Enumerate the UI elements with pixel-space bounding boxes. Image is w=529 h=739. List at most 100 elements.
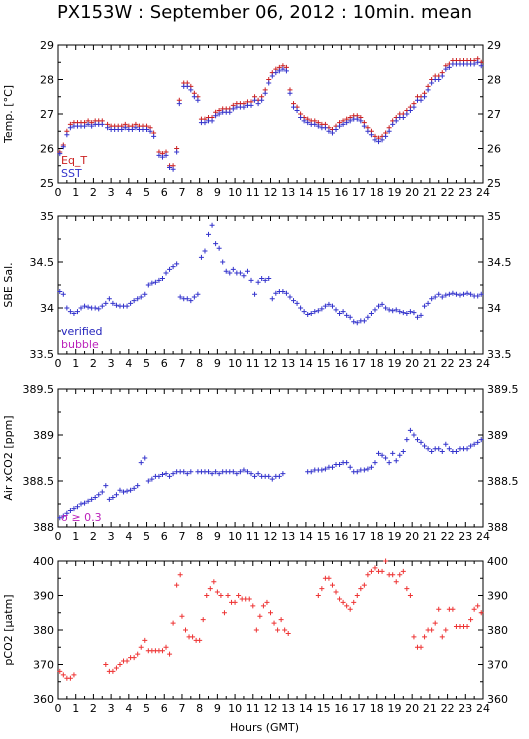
data-point xyxy=(312,309,318,315)
y-tick-label: 26 xyxy=(40,143,54,156)
data-point xyxy=(163,644,169,650)
data-point xyxy=(322,125,328,131)
x-tick-label: 8 xyxy=(196,702,203,715)
x-tick-label: 20 xyxy=(405,186,419,199)
x-tick-label: 7 xyxy=(178,530,185,543)
data-point xyxy=(308,469,314,475)
x-tick-label: 6 xyxy=(161,357,168,370)
y-tick-label: 34.5 xyxy=(30,256,55,269)
data-point xyxy=(85,121,91,127)
data-point xyxy=(368,311,374,317)
data-point xyxy=(213,241,219,247)
data-point xyxy=(275,627,281,633)
data-point xyxy=(326,128,332,134)
x-tick-label: 4 xyxy=(125,702,132,715)
data-point xyxy=(99,489,105,495)
series-sst xyxy=(57,59,484,172)
data-point xyxy=(248,471,254,477)
data-point xyxy=(418,439,424,445)
data-point xyxy=(64,305,70,311)
data-point xyxy=(156,473,162,479)
x-tick-label: 20 xyxy=(405,702,419,715)
x-tick-label: 6 xyxy=(161,186,168,199)
data-point xyxy=(344,603,350,609)
data-point xyxy=(103,300,109,306)
data-point xyxy=(163,152,169,158)
x-tick-label: 7 xyxy=(178,357,185,370)
data-point xyxy=(237,469,243,475)
data-point xyxy=(176,101,182,107)
data-point xyxy=(305,120,311,126)
data-point xyxy=(227,270,233,276)
data-point xyxy=(211,579,217,585)
x-tick-label: 19 xyxy=(387,186,401,199)
data-point xyxy=(230,106,236,112)
y-tick-label-right: 25 xyxy=(487,177,501,190)
data-point xyxy=(436,446,442,452)
data-point xyxy=(246,596,252,602)
data-point xyxy=(113,665,119,671)
data-point xyxy=(443,627,449,633)
x-tick-label: 5 xyxy=(143,357,150,370)
data-point xyxy=(361,318,367,324)
data-point xyxy=(404,586,410,592)
x-tick-label: 1 xyxy=(72,702,79,715)
data-point xyxy=(305,311,311,317)
data-point xyxy=(365,128,371,134)
data-point xyxy=(214,589,220,595)
data-point xyxy=(159,472,165,478)
x-tick-label: 9 xyxy=(214,186,221,199)
data-point xyxy=(340,599,346,605)
data-point xyxy=(221,610,227,616)
panel-2: 0 1 2 3 4 5 6 7 8 9 10 11 12 13 14 15 16 17 18 19 20 21 22 23 24… xyxy=(2,210,512,370)
data-point xyxy=(121,489,127,495)
x-tick-label: 12 xyxy=(264,702,278,715)
data-point xyxy=(397,572,403,578)
x-tick-label: 17 xyxy=(352,186,366,199)
data-point xyxy=(82,123,88,129)
y-tick-label: 27 xyxy=(40,108,54,121)
data-point xyxy=(89,496,95,502)
x-tick-label: 18 xyxy=(370,186,384,199)
data-point xyxy=(92,305,98,311)
data-point xyxy=(206,231,212,237)
data-point xyxy=(436,77,442,82)
data-point xyxy=(383,558,389,564)
data-point xyxy=(315,308,321,314)
x-tick-label: 2 xyxy=(90,702,97,715)
data-point xyxy=(252,291,258,297)
x-tick-label: 16 xyxy=(334,186,348,199)
y-tick-label: 360 xyxy=(33,693,54,706)
data-point xyxy=(461,291,467,297)
x-tick-label: 17 xyxy=(352,357,366,370)
legend-entry: SST xyxy=(61,167,82,180)
data-point xyxy=(351,599,357,605)
x-tick-label: 16 xyxy=(334,530,348,543)
y-tick-label-right: 29 xyxy=(487,39,501,52)
data-point xyxy=(446,446,452,452)
data-point xyxy=(478,610,484,616)
data-point xyxy=(287,90,293,96)
data-point xyxy=(163,270,169,276)
data-point xyxy=(64,132,70,138)
data-point xyxy=(64,510,70,516)
y-tick-label-right: 388 xyxy=(487,521,508,534)
data-point xyxy=(414,314,420,320)
data-point xyxy=(276,68,282,74)
data-point xyxy=(376,450,382,456)
data-point xyxy=(190,634,196,640)
data-point xyxy=(67,125,73,131)
data-point xyxy=(379,568,385,574)
data-point xyxy=(276,473,282,479)
x-tick-label: 24 xyxy=(476,702,490,715)
x-tick-label: 14 xyxy=(299,530,313,543)
data-point xyxy=(244,268,250,274)
data-point xyxy=(128,487,134,493)
data-point xyxy=(418,644,424,650)
legend-entry: verified xyxy=(61,325,103,338)
data-point xyxy=(471,606,477,612)
data-point xyxy=(471,441,477,447)
data-point xyxy=(244,469,250,475)
data-point xyxy=(326,301,332,307)
data-point xyxy=(344,312,350,318)
